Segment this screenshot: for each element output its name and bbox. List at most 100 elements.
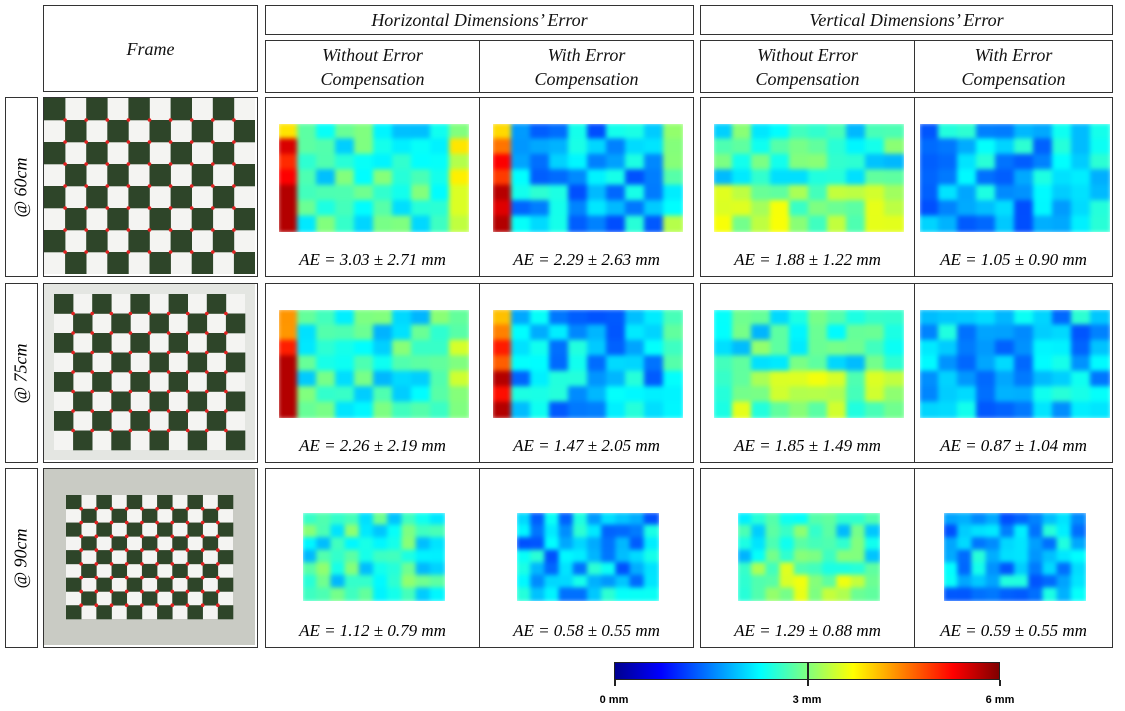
corner [170, 562, 175, 566]
heatmap-cell [415, 587, 432, 601]
corner [168, 228, 173, 232]
heatmap-cell [415, 574, 432, 590]
corner [126, 162, 131, 166]
heatmap-cell [429, 339, 451, 358]
heatmap-cell [1056, 549, 1073, 565]
heatmap-cell [943, 587, 959, 601]
error-label: AE = 1.85 ± 1.49 mm [734, 436, 881, 455]
heatmap-cell [315, 169, 337, 187]
heatmap-cell [296, 370, 318, 389]
heatmap-cell [821, 513, 838, 527]
corner [79, 520, 83, 525]
corner [200, 562, 205, 566]
square [212, 142, 235, 165]
heatmap [737, 513, 880, 601]
row-label: @ 75cm [5, 283, 38, 463]
heatmap-cell [750, 370, 772, 389]
heatmap-cell [391, 401, 413, 418]
heatmap-cell [543, 513, 561, 527]
heatmap-cell [1032, 339, 1054, 358]
heatmap-cell [1056, 562, 1073, 577]
heatmap-cell [975, 169, 997, 187]
heatmap-cell [807, 124, 829, 141]
square [81, 563, 97, 578]
corner [94, 548, 99, 552]
corner [63, 184, 67, 188]
heatmap-cell [883, 200, 904, 218]
heatmap-cell [391, 138, 413, 156]
heatmap-cell [975, 200, 997, 218]
corner [189, 140, 194, 144]
heatmap-cell [329, 537, 347, 552]
corner [140, 534, 144, 539]
heatmap-cell [864, 386, 886, 404]
heatmap-cell [750, 574, 767, 590]
heatmap-cell [750, 215, 772, 232]
heatmap-cell [492, 169, 513, 187]
heatmap-cell [529, 549, 546, 565]
square [206, 333, 227, 353]
heatmap-cell [975, 355, 997, 373]
heatmap-cell [788, 370, 810, 389]
heatmap-cell [410, 310, 432, 327]
heatmap-cell [643, 562, 659, 577]
heatmap-cell [448, 386, 469, 404]
heatmap-cell [372, 386, 394, 404]
heatmap-cell [845, 324, 867, 342]
heatmap-cell [516, 549, 532, 565]
heatmap-cell [807, 355, 829, 373]
heatmap-cell [737, 549, 753, 565]
error-label: AE = 2.29 ± 2.63 mm [513, 250, 660, 269]
heatmap-cell [543, 574, 561, 590]
heatmap-cell [334, 324, 356, 342]
corner [109, 562, 114, 566]
corner [109, 506, 114, 511]
corner [168, 162, 173, 166]
heatmap-cell [605, 200, 627, 218]
heatmap-cell [713, 401, 734, 418]
square [73, 430, 93, 451]
heatmap-cell [315, 200, 337, 218]
heatmap-cell [429, 549, 445, 565]
heatmap-cell [605, 169, 627, 187]
square [126, 577, 143, 592]
corner [90, 311, 94, 316]
heatmap-cell [278, 200, 299, 218]
heatmap-cell [391, 310, 413, 327]
square [141, 536, 158, 551]
heatmap-cell [713, 169, 734, 187]
heatmap-cell [864, 124, 886, 141]
heatmap-cell [956, 215, 978, 232]
heatmap-cell [1027, 587, 1044, 601]
heatmap-cell [662, 401, 683, 418]
heatmap-cell [788, 184, 810, 203]
heatmap-cell [956, 574, 973, 590]
square [54, 333, 74, 353]
heatmap-cell [429, 513, 445, 527]
heatmap-cell [1027, 562, 1044, 577]
heatmap-cell [296, 153, 318, 172]
heatmap-cell [769, 124, 791, 141]
corner [79, 534, 83, 539]
square [170, 186, 192, 209]
heatmap-cell [821, 537, 838, 552]
heatmap-cell [429, 370, 451, 389]
heatmap-cell [372, 370, 394, 389]
heatmap-cell [410, 124, 432, 141]
heatmap-cell [548, 355, 570, 373]
square [86, 142, 108, 165]
heatmap-cell [883, 386, 904, 404]
corner [105, 140, 110, 144]
heatmap-cell [943, 549, 959, 565]
heatmap-cell [835, 562, 853, 577]
heatmap-cell [731, 355, 753, 373]
heatmap-cell [353, 169, 375, 187]
heatmap-cell [334, 339, 356, 358]
heatmap-cell [835, 537, 853, 552]
heatmap-cell [548, 138, 570, 156]
heatmap-cell [643, 524, 659, 540]
heatmap-cell [1041, 574, 1059, 590]
heatmap-cell [864, 587, 880, 601]
heatmap-cell [448, 184, 469, 203]
heatmap-cell [372, 124, 394, 141]
